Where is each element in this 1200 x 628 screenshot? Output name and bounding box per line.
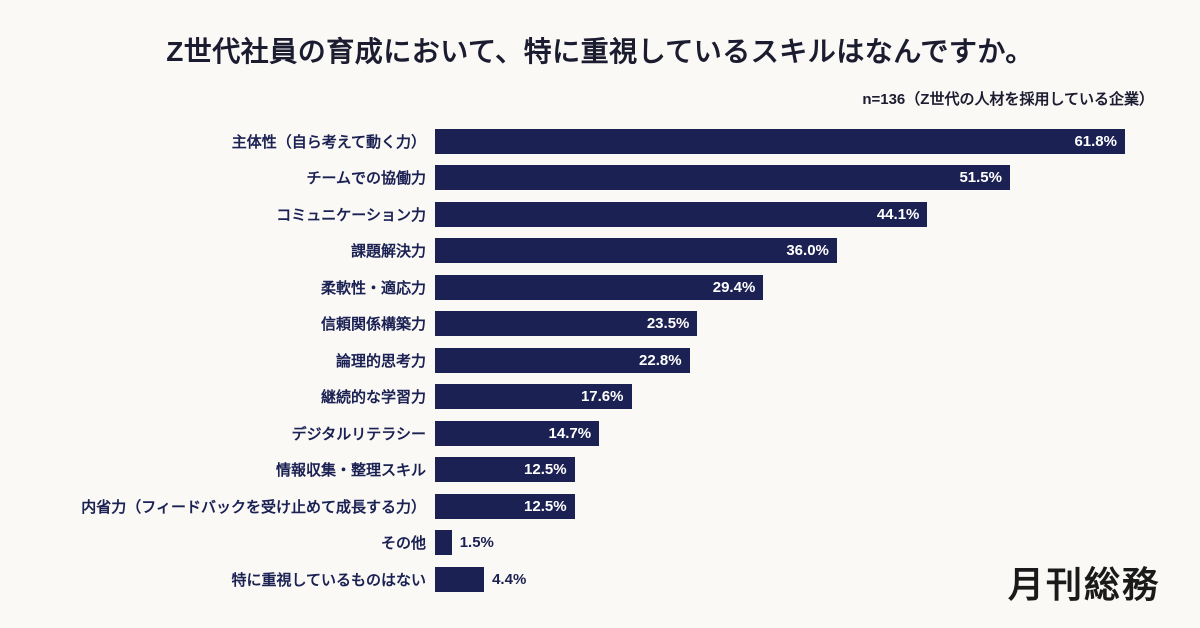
- chart-row: デジタルリテラシー 14.7%: [0, 415, 1200, 452]
- value-label: 36.0%: [786, 242, 829, 260]
- category-label: 信頼関係構築力: [320, 316, 426, 334]
- category-label: デジタルリテラシー: [291, 425, 426, 443]
- bar-track: 12.5%: [435, 457, 1200, 483]
- bar: 12.5%: [435, 493, 575, 519]
- value-label: 14.7%: [548, 424, 592, 442]
- value-label: 29.4%: [712, 278, 756, 296]
- category-label: チームでの協働力: [306, 170, 426, 188]
- bar-track: 36.0%: [435, 238, 1200, 264]
- chart-row: 情報収集・整理スキル 12.5%: [0, 452, 1200, 489]
- chart-rows: 主体性（自ら考えて動く力） 61.8% チームでの協働力 51.5% コミュニケーション…: [0, 123, 1200, 598]
- value-label: 22.8%: [639, 351, 682, 369]
- bar-track: 14.7%: [435, 420, 1200, 446]
- bar: 14.7%: [435, 420, 600, 446]
- bar: 51.5%: [435, 165, 1010, 191]
- bar-track: 1.5%: [435, 530, 1200, 556]
- bar: [435, 530, 452, 556]
- chart-row: 継続的な学習力 17.6%: [0, 379, 1200, 416]
- chart-row: コミュニケーション力 44.1%: [0, 196, 1200, 233]
- bar-track: 23.5%: [435, 311, 1200, 337]
- category-label: その他: [380, 535, 426, 553]
- category-label: 論理的思考力: [335, 352, 426, 370]
- value-label: 12.5%: [524, 497, 567, 515]
- value-label: 12.5%: [524, 461, 567, 479]
- chart-row: 特に重視しているものはない 4.4%: [0, 561, 1200, 598]
- value-label: 1.5%: [459, 534, 494, 552]
- bar-track: 61.8%: [435, 128, 1200, 154]
- category-label: 柔軟性・適応力: [320, 279, 426, 297]
- category-label: 課題解決力: [350, 243, 426, 261]
- bar: 29.4%: [435, 274, 764, 300]
- bar: 23.5%: [435, 311, 698, 337]
- bar: 22.8%: [435, 347, 690, 373]
- bar: 12.5%: [435, 457, 575, 483]
- value-label: 51.5%: [959, 169, 1002, 187]
- bar-track: 44.1%: [435, 201, 1200, 227]
- bar-track: 12.5%: [435, 493, 1200, 519]
- bar-track: 22.8%: [435, 347, 1200, 373]
- bar-track: 17.6%: [435, 384, 1200, 410]
- value-label: 61.8%: [1074, 132, 1117, 150]
- category-label: コミュニケーション力: [276, 206, 426, 224]
- value-label: 17.6%: [580, 388, 624, 406]
- chart-row: その他 1.5%: [0, 525, 1200, 562]
- category-label: 主体性（自ら考えて動く力）: [231, 133, 426, 151]
- category-label: 情報収集・整理スキル: [275, 462, 426, 480]
- chart-row: 課題解決力 36.0%: [0, 233, 1200, 270]
- bar: [435, 566, 485, 592]
- sample-size-note: n=136（Z世代の人材を採用している企業）: [862, 91, 1154, 108]
- chart-row: チームでの協働力 51.5%: [0, 160, 1200, 197]
- bar: 61.8%: [435, 128, 1125, 154]
- gekkan-soumu-logo: 月刊総務: [1007, 564, 1160, 605]
- chart-row: 柔軟性・適応力 29.4%: [0, 269, 1200, 306]
- bar-track: 4.4%: [435, 566, 1200, 592]
- category-label: 継続的な学習力: [320, 389, 426, 407]
- chart-row: 主体性（自ら考えて動く力） 61.8%: [0, 123, 1200, 160]
- bar: 36.0%: [435, 238, 837, 264]
- bar: 44.1%: [435, 201, 928, 227]
- bar-track: 29.4%: [435, 274, 1200, 300]
- bar-track: 51.5%: [435, 165, 1200, 191]
- value-label: 44.1%: [876, 205, 920, 223]
- chart-row: 内省力（フィードバックを受け止めて成長する力） 12.5%: [0, 488, 1200, 525]
- chart-row: 論理的思考力 22.8%: [0, 342, 1200, 379]
- chart-row: 信頼関係構築力 23.5%: [0, 306, 1200, 343]
- category-label: 内省力（フィードバックを受け止めて成長する力）: [81, 498, 426, 516]
- value-label: 4.4%: [492, 570, 527, 588]
- value-label: 23.5%: [646, 315, 690, 333]
- bar-chart: 主体性（自ら考えて動く力） 61.8% チームでの協働力 51.5% コミュニケーション…: [0, 123, 1200, 598]
- chart-title: Z世代社員の育成において、特に重視しているスキルはなんですか。: [166, 36, 1034, 67]
- category-label: 特に重視しているものはない: [231, 571, 426, 589]
- bar: 17.6%: [435, 384, 632, 410]
